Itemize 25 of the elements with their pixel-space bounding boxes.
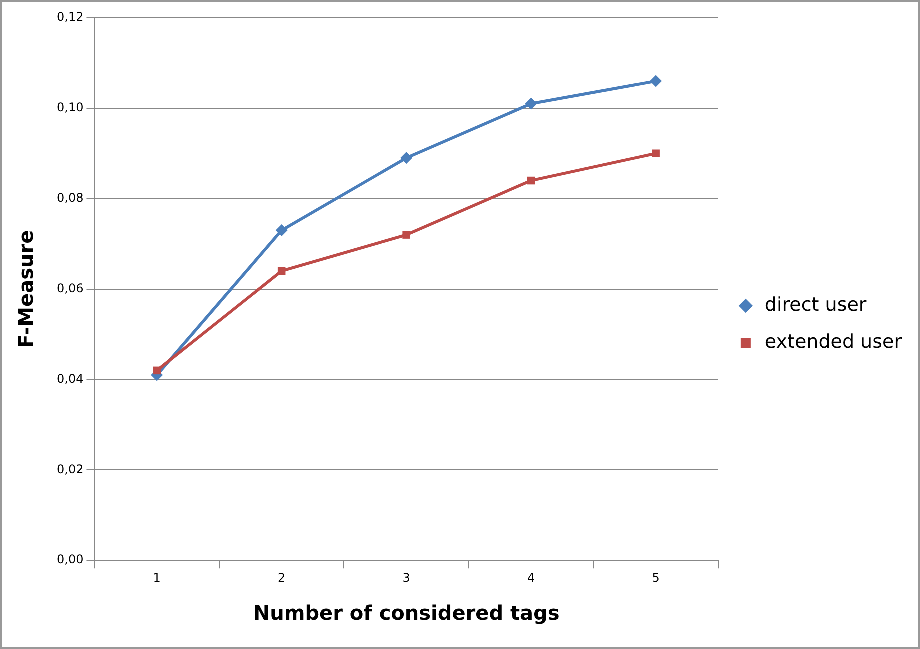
point (527, 176, 536, 185)
point (650, 75, 662, 88)
legend-label: direct user (764, 294, 867, 316)
x-tick-label: 3 (402, 570, 410, 585)
y-axis-title: F-Measure (14, 230, 38, 348)
y-tick-label: 0,06 (57, 281, 84, 296)
y-tick-label: 0,10 (57, 100, 84, 115)
point (525, 98, 538, 110)
point (276, 224, 288, 237)
point (400, 152, 413, 164)
y-tick-label: 0,08 (57, 190, 84, 205)
point (278, 267, 286, 276)
x-axis-title: Number of considered tags (253, 601, 560, 626)
x-tick-label: 5 (652, 570, 660, 585)
point (153, 366, 161, 375)
x-tick-label: 4 (527, 570, 536, 585)
y-tick-label: 0,04 (57, 372, 84, 386)
x-tick-label: 2 (278, 570, 286, 585)
legend-label: extended user (764, 330, 902, 353)
point (652, 150, 660, 158)
y-tick-label: 0,02 (57, 462, 84, 476)
y-tick-label: 0,12 (57, 10, 84, 24)
point (402, 231, 410, 239)
x-tick-label: 1 (153, 570, 161, 585)
y-tick-label: 0,00 (57, 552, 84, 567)
